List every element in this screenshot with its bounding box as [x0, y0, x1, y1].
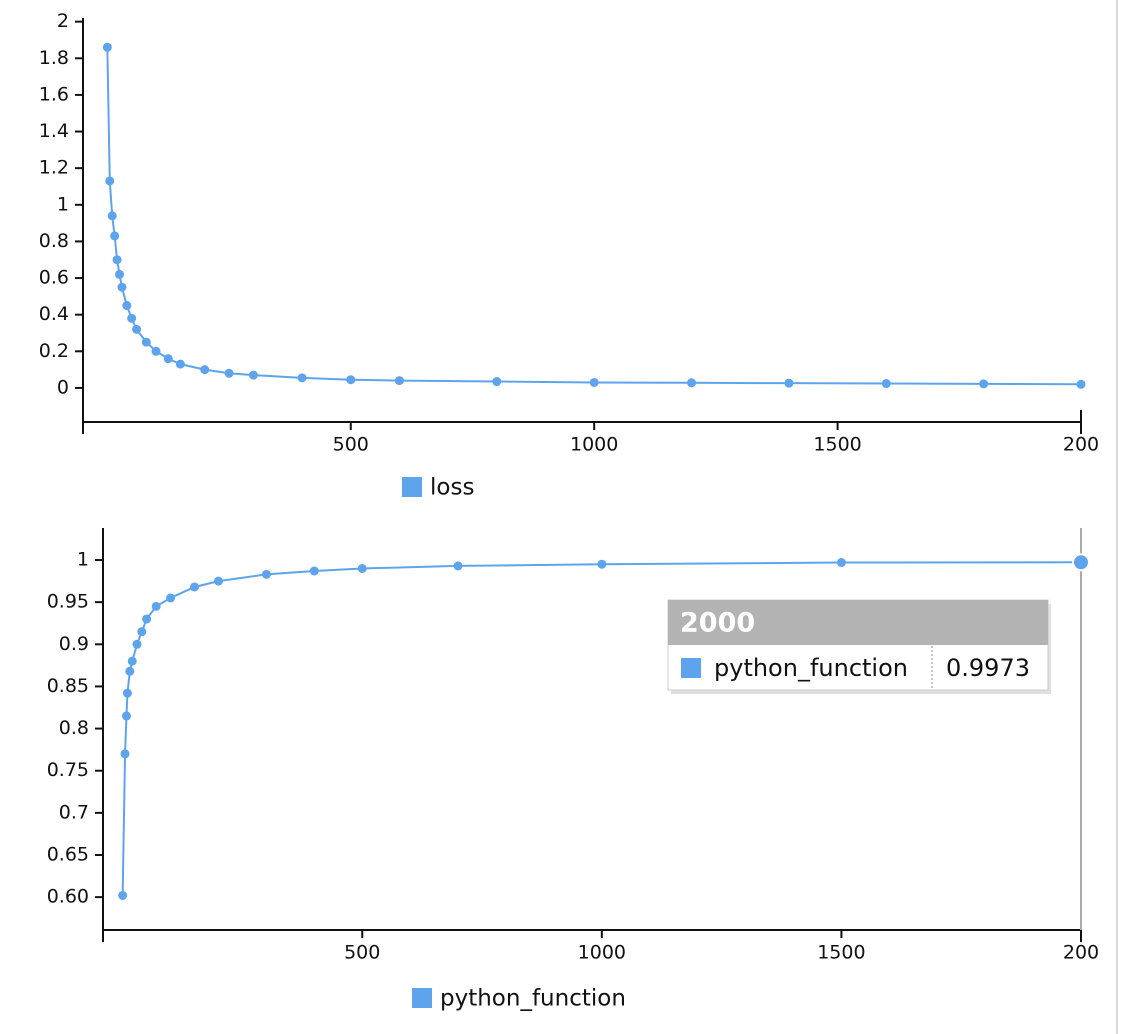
data-point: [213, 576, 223, 586]
data-point: [118, 890, 128, 900]
y-tick-label: 0.6: [39, 267, 69, 289]
data-point: [394, 376, 404, 386]
legend-label: python_function: [440, 986, 626, 1012]
tooltip-series: python_function: [714, 654, 908, 682]
y-tick-label: 0.9: [59, 633, 89, 655]
data-point: [346, 375, 356, 385]
data-point: [121, 711, 131, 721]
data-point: [151, 601, 161, 611]
data-point: [190, 582, 200, 592]
data-point: [127, 313, 137, 323]
y-tick-label: 0.60: [47, 886, 89, 908]
data-point: [297, 373, 307, 383]
tooltip: 2000 python_function 0.9973: [667, 599, 1051, 694]
tooltip-swatch: [681, 658, 701, 678]
y-tick-label: 0.8: [39, 230, 69, 252]
data-point: [105, 176, 115, 186]
hover-point: [1072, 553, 1090, 572]
y-tick-label: 0.4: [39, 303, 69, 325]
x-tick-label: 500: [344, 942, 380, 964]
y-tick-label: 0.85: [47, 675, 89, 697]
data-point: [492, 377, 502, 387]
legend-swatch: [412, 988, 432, 1008]
y-tick-label: 1.4: [39, 120, 69, 142]
y-tick-label: 0.75: [47, 759, 89, 781]
data-point: [112, 255, 122, 265]
x-tick-label: 1000: [570, 434, 618, 456]
data-point: [117, 282, 127, 292]
data-point: [127, 656, 137, 666]
data-point: [166, 593, 176, 603]
y-tick-label: 0.2: [39, 340, 69, 362]
legend-label: loss: [430, 475, 474, 501]
data-point: [151, 346, 161, 356]
data-point: [589, 377, 599, 387]
data-point: [132, 324, 142, 334]
x-tick-label: 1500: [817, 942, 865, 964]
data-point: [107, 211, 117, 221]
legend-swatch: [402, 477, 422, 497]
y-tick-label: 1.2: [39, 157, 69, 179]
y-tick-label: 1: [57, 193, 69, 215]
data-point: [137, 627, 147, 637]
y-tick-label: 0.7: [59, 801, 89, 823]
tooltip-value: 0.9973: [946, 654, 1030, 682]
data-point: [309, 566, 319, 576]
data-point: [200, 365, 210, 375]
data-point: [102, 42, 112, 52]
data-point: [120, 749, 130, 759]
data-point: [132, 639, 142, 649]
tooltip-title: 2000: [680, 608, 755, 639]
y-tick-label: 2: [57, 10, 69, 32]
y-tick-label: 1.6: [39, 83, 69, 105]
data-point: [881, 379, 891, 389]
x-tick-label: 1500: [813, 434, 861, 456]
x-tick-label: 200: [1063, 942, 1099, 964]
tooltip-header: [668, 600, 1048, 645]
series-line: [106, 47, 1082, 386]
data-point: [122, 301, 132, 311]
data-point: [784, 378, 794, 388]
data-point: [836, 558, 846, 568]
data-point: [115, 269, 125, 279]
data-point: [979, 379, 989, 389]
data-point: [248, 370, 258, 380]
y-tick-label: 1.8: [39, 47, 69, 69]
data-point: [142, 614, 152, 624]
data-point: [224, 368, 234, 378]
data-point: [597, 559, 607, 569]
data-point: [125, 666, 135, 676]
y-tick-label: 1: [77, 549, 89, 571]
x-tick-label: 200: [1063, 434, 1099, 456]
data-point: [453, 561, 463, 571]
data-point: [163, 354, 173, 364]
y-tick-label: 0.8: [59, 717, 89, 739]
x-tick-label: 500: [333, 434, 369, 456]
data-point: [175, 359, 185, 369]
data-point: [261, 569, 271, 579]
x-tick-label: 1000: [578, 942, 626, 964]
data-point: [110, 231, 120, 241]
y-tick-label: 0.95: [47, 591, 89, 613]
data-point: [357, 563, 367, 573]
data-point: [122, 688, 132, 698]
y-tick-label: 0.65: [47, 843, 89, 865]
data-point: [687, 378, 697, 388]
data-point: [1076, 379, 1086, 389]
data-point: [141, 337, 151, 347]
y-tick-label: 0: [57, 376, 69, 398]
